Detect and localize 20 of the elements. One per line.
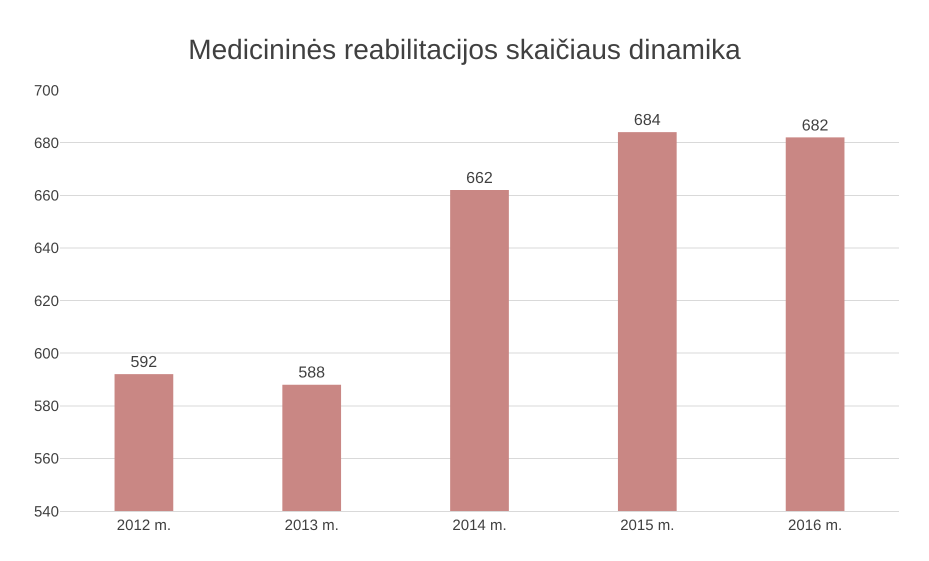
data-label: 662 [466, 170, 493, 187]
y-tick-label: 600 [34, 345, 59, 362]
y-tick-label: 580 [34, 398, 59, 415]
chart-title: Medicininės reabilitacijos skaičiaus dinamika [188, 34, 742, 65]
data-label: 682 [802, 117, 829, 134]
x-tick-label: 2014 m. [452, 517, 507, 534]
y-tick-label: 660 [34, 188, 59, 204]
y-tick-label: 640 [34, 240, 59, 258]
y-tick-label: 560 [34, 450, 59, 468]
x-tick-label: 2016 m. [788, 517, 842, 534]
y-tick-label: 680 [34, 134, 59, 152]
y-tick-label: 540 [34, 503, 59, 520]
y-tick-label: 620 [34, 292, 59, 310]
x-tick-label: 2012 m. [116, 517, 171, 534]
data-label: 684 [634, 112, 661, 130]
x-tick-label: 2015 m. [620, 517, 674, 534]
x-tick-label: 2013 m. [284, 517, 339, 534]
data-label: 592 [130, 354, 158, 372]
data-label: 588 [298, 364, 326, 382]
y-tick-label: 700 [34, 82, 59, 100]
